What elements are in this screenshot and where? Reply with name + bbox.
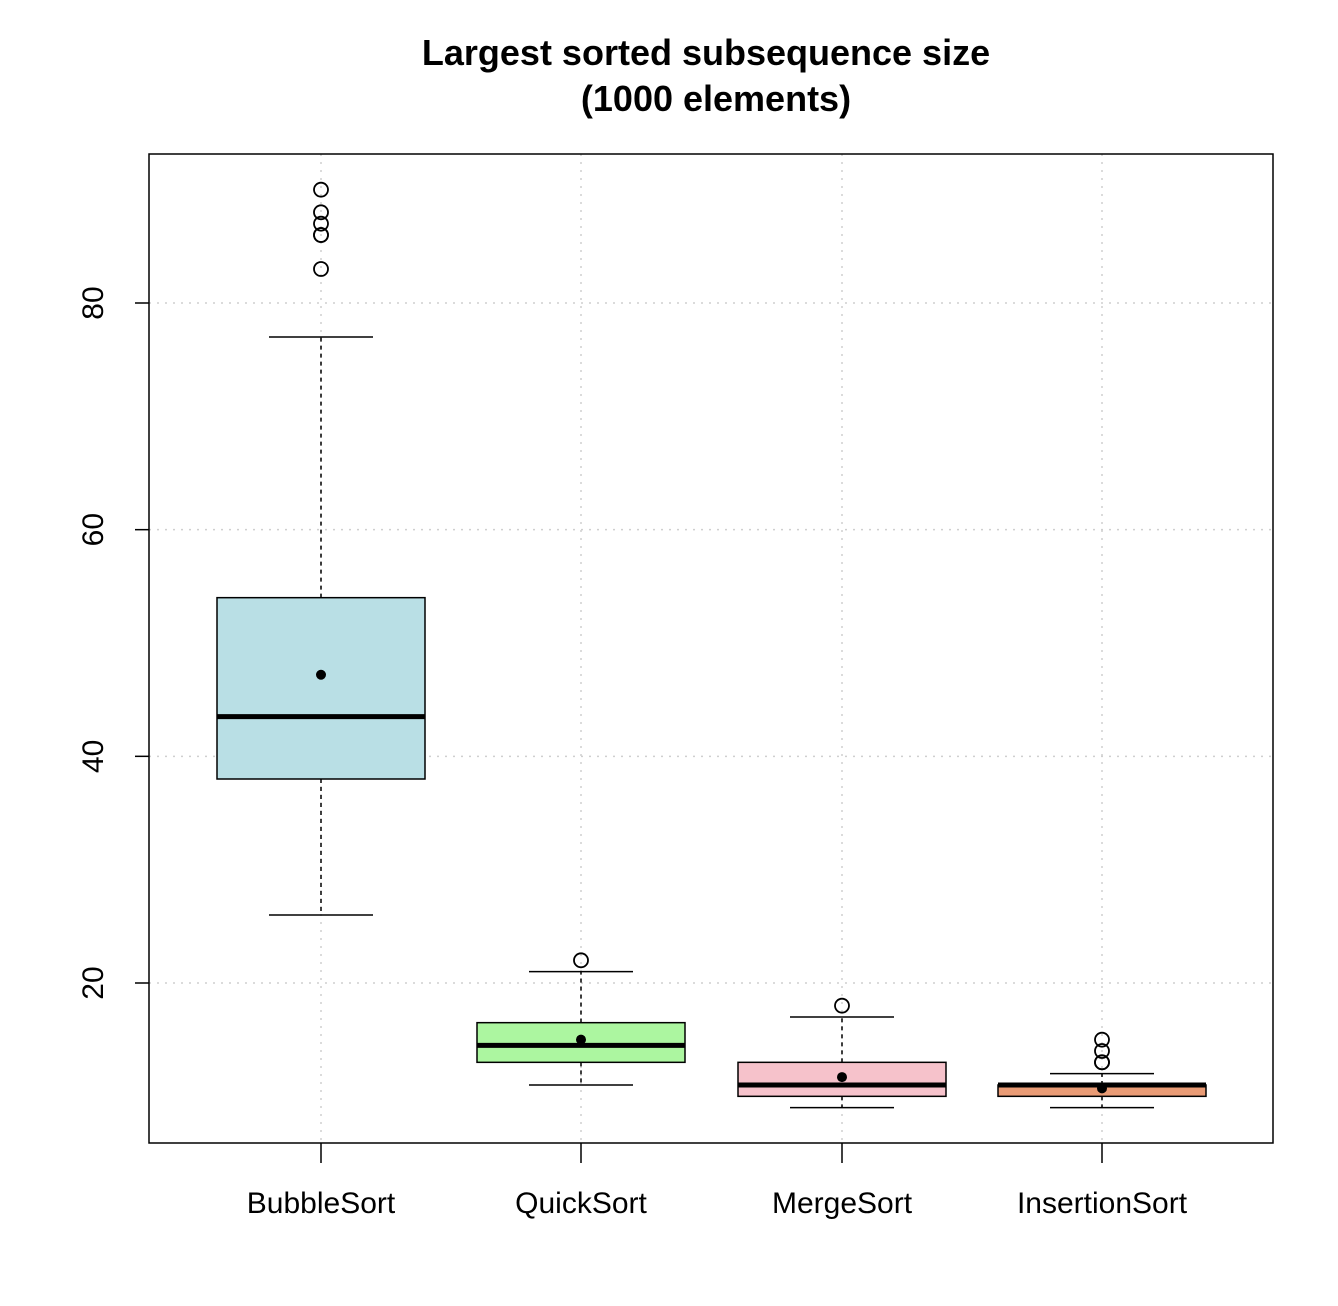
- outlier-point: [313, 181, 329, 198]
- box-group-mergesort: [737, 997, 947, 1109]
- mean-point: [576, 1034, 586, 1045]
- chart-title-line-1: Largest sorted subsequence size: [422, 32, 990, 73]
- y-tick-label: 80: [77, 286, 110, 319]
- mean-point: [837, 1072, 847, 1083]
- outlier-point: [313, 215, 329, 232]
- boxes-layer: [216, 181, 1207, 1109]
- outlier-point: [313, 204, 329, 221]
- outlier-point: [834, 997, 850, 1014]
- box-group-insertionsort: [997, 1031, 1207, 1109]
- x-tick-label: BubbleSort: [247, 1187, 396, 1220]
- outlier-point: [1094, 1054, 1110, 1071]
- y-tick-label: 60: [77, 513, 110, 546]
- box-group-quicksort: [476, 952, 686, 1086]
- mean-point: [1097, 1083, 1107, 1094]
- plot-frame: [148, 153, 1274, 1144]
- outlier-point: [573, 952, 589, 969]
- box-group-bubblesort: [216, 181, 426, 916]
- outlier-point: [1094, 1031, 1110, 1048]
- outlier-point: [313, 227, 329, 243]
- outlier-point: [313, 261, 329, 277]
- x-tick-label: QuickSort: [515, 1187, 647, 1220]
- y-tick-label: 20: [77, 966, 110, 999]
- x-tick-label: InsertionSort: [1017, 1187, 1188, 1220]
- axes-layer: 20 40 60 80 BubbleSort QuickSort MergeSort Inse…: [77, 286, 1188, 1220]
- outlier-point: [1094, 1043, 1110, 1059]
- box-iqr: [216, 596, 426, 780]
- grid-lines: [149, 154, 1273, 1143]
- y-tick-label: 40: [77, 740, 110, 773]
- mean-point: [316, 669, 326, 680]
- x-tick-label: MergeSort: [772, 1187, 913, 1220]
- chart-title-line-2: (1000 elements): [581, 78, 851, 119]
